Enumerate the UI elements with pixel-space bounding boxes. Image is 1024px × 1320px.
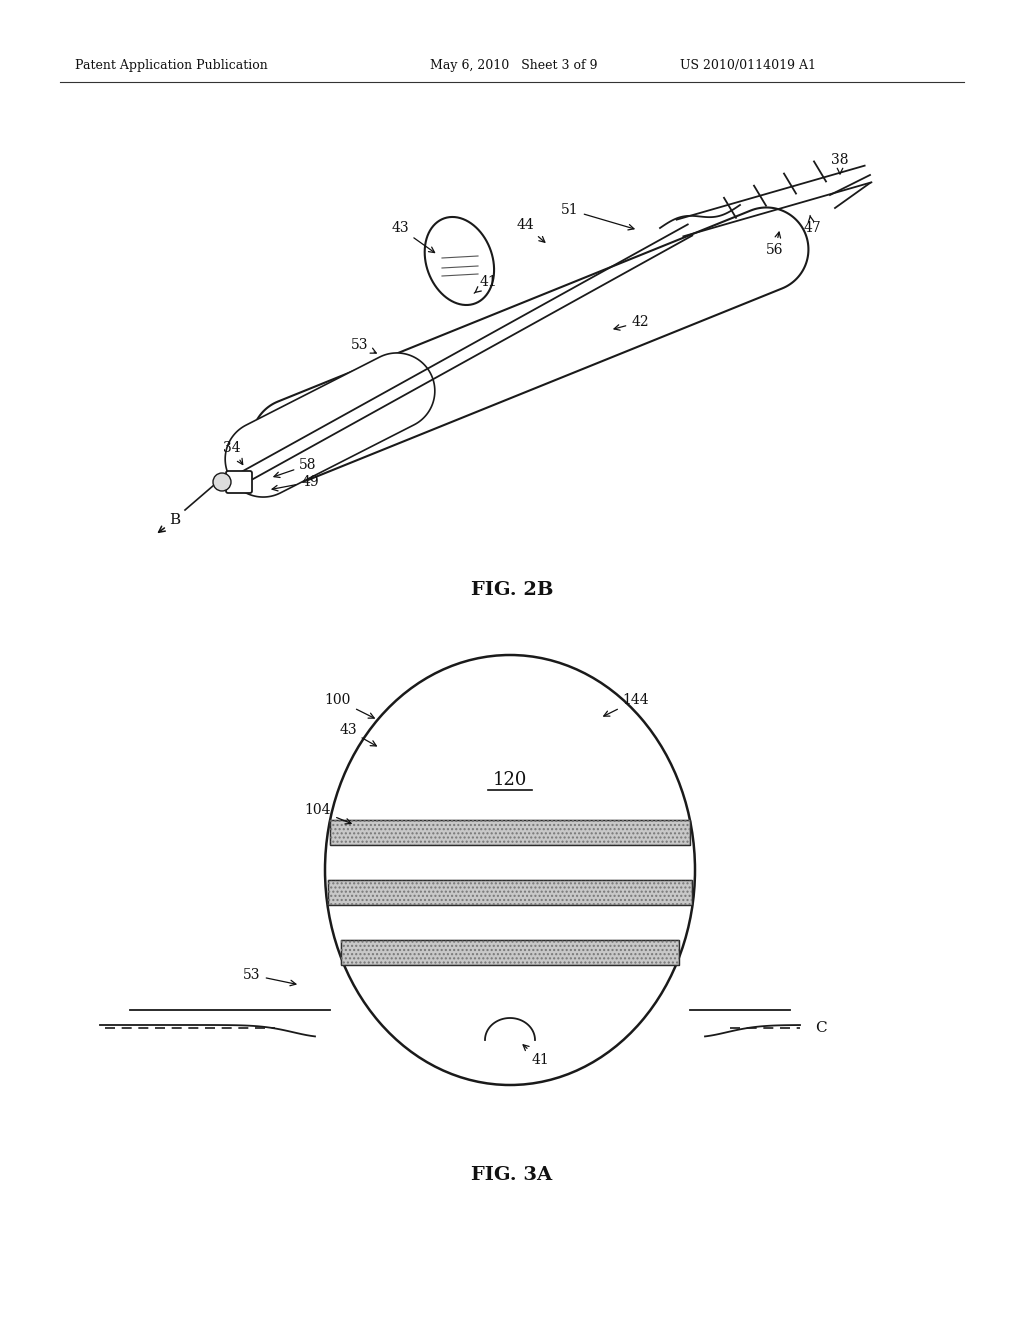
Text: 34: 34	[223, 441, 243, 465]
Text: Patent Application Publication: Patent Application Publication	[75, 58, 267, 71]
Text: 58: 58	[274, 458, 316, 478]
FancyBboxPatch shape	[330, 820, 690, 845]
Text: FIG. 3A: FIG. 3A	[471, 1166, 553, 1184]
Text: 51: 51	[561, 203, 634, 230]
Text: C: C	[815, 1020, 826, 1035]
Polygon shape	[252, 207, 808, 483]
Text: 49: 49	[272, 475, 318, 491]
Text: US 2010/0114019 A1: US 2010/0114019 A1	[680, 58, 816, 71]
Text: 120: 120	[493, 771, 527, 789]
FancyBboxPatch shape	[341, 940, 679, 965]
Text: 47: 47	[803, 215, 821, 235]
Text: 44: 44	[516, 218, 545, 243]
Text: May 6, 2010   Sheet 3 of 9: May 6, 2010 Sheet 3 of 9	[430, 58, 597, 71]
Text: 42: 42	[614, 315, 649, 330]
Text: 41: 41	[474, 275, 497, 293]
Text: 144: 144	[604, 693, 649, 717]
Circle shape	[213, 473, 231, 491]
Text: 53: 53	[351, 338, 376, 354]
Text: 43: 43	[391, 220, 434, 252]
Text: 43: 43	[339, 723, 377, 746]
FancyBboxPatch shape	[226, 471, 252, 492]
Polygon shape	[225, 352, 435, 498]
Text: 56: 56	[766, 232, 783, 257]
Polygon shape	[425, 216, 494, 305]
Text: 41: 41	[523, 1045, 549, 1067]
Text: 53: 53	[244, 968, 296, 986]
Text: 100: 100	[325, 693, 374, 718]
Text: 38: 38	[831, 153, 849, 174]
Ellipse shape	[325, 655, 695, 1085]
Text: FIG. 2B: FIG. 2B	[471, 581, 553, 599]
Text: B: B	[159, 513, 180, 532]
FancyBboxPatch shape	[328, 880, 692, 906]
Text: 104: 104	[305, 803, 351, 824]
